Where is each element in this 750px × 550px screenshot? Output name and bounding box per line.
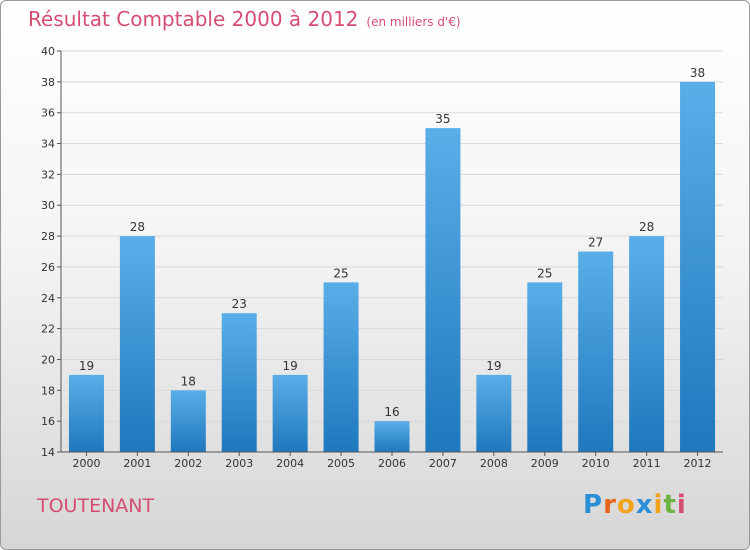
proxiti-logo[interactable]: Proxiti xyxy=(583,490,687,520)
bar-2000[interactable] xyxy=(68,374,104,452)
chart-title: Résultat Comptable 2000 à 2012 (en millie… xyxy=(28,7,461,31)
y-tick-label: 32 xyxy=(41,168,55,181)
y-tick-label: 20 xyxy=(41,353,55,366)
value-label-2002: 18 xyxy=(181,374,196,388)
y-tick-label: 30 xyxy=(41,199,55,212)
value-label-2008: 19 xyxy=(486,359,501,373)
y-tick-label: 18 xyxy=(41,384,55,397)
y-tick-label: 22 xyxy=(41,323,55,336)
y-tick-label: 28 xyxy=(41,230,55,243)
chart-title-text: Résultat Comptable 2000 à 2012 xyxy=(28,7,359,31)
y-tick-label: 36 xyxy=(41,107,55,120)
logo-letter: P xyxy=(583,490,604,520)
bar-2008[interactable] xyxy=(476,374,512,452)
logo-letter: o xyxy=(616,490,636,520)
logo-letter: x xyxy=(635,490,654,520)
x-tick-label-2008: 2008 xyxy=(480,457,508,470)
city-name: TOUTENANT xyxy=(37,495,155,517)
bar-2006[interactable] xyxy=(374,421,410,452)
logo-letter: t xyxy=(663,490,677,520)
logo-letter: i xyxy=(653,490,664,520)
x-tick-label-2012: 2012 xyxy=(684,457,712,470)
x-tick-label-2007: 2007 xyxy=(429,457,457,470)
x-tick-label-2001: 2001 xyxy=(123,457,151,470)
grid-lines xyxy=(61,50,723,422)
bar-2011[interactable] xyxy=(629,236,665,452)
x-tick-label-2009: 2009 xyxy=(531,457,559,470)
axes: 14 16 18 20 22 24 26 28 30 32 34 36 38 40 2000 2001 2002… xyxy=(41,45,723,470)
value-label-2010: 27 xyxy=(588,236,603,250)
x-tick-label-2004: 2004 xyxy=(276,457,304,470)
bar-2005[interactable] xyxy=(323,282,359,452)
y-tick-label: 40 xyxy=(41,45,55,58)
x-tick-label-2011: 2011 xyxy=(633,457,661,470)
value-label-2011: 28 xyxy=(639,220,654,234)
x-tick-label-2003: 2003 xyxy=(225,457,253,470)
bars: 19 28 18 23 19 25 16 35 19 25 27 28 38 xyxy=(68,66,716,453)
bar-2004[interactable] xyxy=(272,374,308,452)
x-tick-label-2005: 2005 xyxy=(327,457,355,470)
x-tick-label-2006: 2006 xyxy=(378,457,406,470)
x-tick-label-2010: 2010 xyxy=(582,457,610,470)
bar-2001[interactable] xyxy=(119,236,155,452)
value-label-2006: 16 xyxy=(384,405,399,419)
value-label-2001: 28 xyxy=(130,220,145,234)
y-tick-label: 26 xyxy=(41,261,55,274)
x-tick-label-2000: 2000 xyxy=(72,457,100,470)
chart-subtitle: (en milliers d'€) xyxy=(366,15,461,29)
bar-2012[interactable] xyxy=(680,81,716,452)
y-tick-label: 16 xyxy=(41,415,55,428)
x-tick-label-2002: 2002 xyxy=(174,457,202,470)
y-tick-label: 34 xyxy=(41,138,55,151)
bar-2007[interactable] xyxy=(425,128,461,452)
bar-2002[interactable] xyxy=(170,390,206,452)
bar-2009[interactable] xyxy=(527,282,563,452)
value-label-2004: 19 xyxy=(283,359,298,373)
y-tick-label: 24 xyxy=(41,292,55,305)
value-label-2009: 25 xyxy=(537,266,552,280)
logo-letter: r xyxy=(603,490,617,520)
bar-2003[interactable] xyxy=(221,313,257,452)
y-tick-label: 14 xyxy=(41,446,55,459)
bar-2010[interactable] xyxy=(578,251,614,453)
value-label-2007: 35 xyxy=(435,112,450,126)
value-label-2000: 19 xyxy=(79,359,94,373)
y-tick-label: 38 xyxy=(41,76,55,89)
logo-letter: i xyxy=(676,490,687,520)
value-label-2005: 25 xyxy=(333,266,348,280)
value-label-2012: 38 xyxy=(690,66,705,80)
value-label-2003: 23 xyxy=(232,297,247,311)
